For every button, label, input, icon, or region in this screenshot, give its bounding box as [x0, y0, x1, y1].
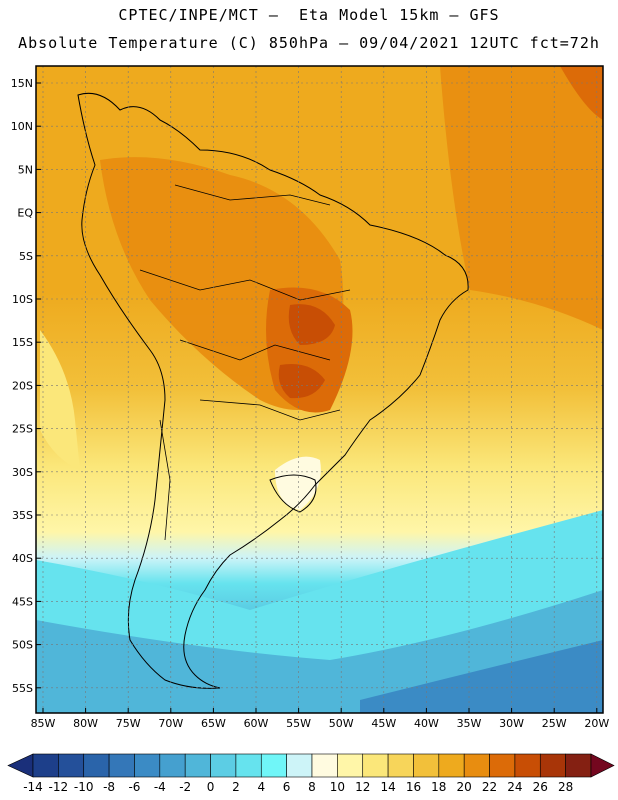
lat-label: 5S: [19, 250, 33, 263]
colorbar-label: 28: [557, 780, 574, 794]
lat-label: 5N: [18, 163, 33, 176]
field-hot-atlantic: [560, 66, 603, 120]
colorbar-label: -8: [103, 780, 116, 794]
colorbar-label: -4: [153, 780, 166, 794]
colorbar-label: 16: [405, 780, 422, 794]
lat-label: 25S: [12, 423, 33, 436]
colorbar-swatch: [260, 753, 287, 778]
colorbar-label: 2: [232, 780, 240, 794]
map-frame: [35, 65, 604, 714]
lat-label: 10S: [12, 293, 33, 306]
colorbar-swatch: [286, 753, 313, 778]
border-line-1: [174, 184, 331, 206]
colorbar-swatch: [362, 753, 389, 778]
colorbar-label: 26: [532, 780, 548, 794]
lat-label: 10N: [11, 120, 33, 133]
lat-label: 35S: [12, 509, 33, 522]
colorbar-label: 10: [329, 780, 345, 794]
colorbar-label: 12: [355, 780, 371, 794]
colorbar-under-arrow: [7, 753, 34, 778]
field-andes-strip: [40, 330, 80, 470]
lat-label: EQ: [17, 207, 33, 220]
lat-label: 40S: [12, 552, 33, 565]
colorbar-swatch: [565, 753, 592, 778]
lon-label: 35W: [457, 717, 482, 730]
colorbar-swatch: [438, 753, 465, 778]
border-line-2: [139, 269, 351, 301]
map-title-line2: Absolute Temperature (C) 850hPa — 09/04/…: [18, 34, 600, 52]
colorbar-label: 4: [257, 780, 266, 794]
lon-label: 70W: [158, 717, 183, 730]
colorbar-swatch: [489, 753, 516, 778]
colorbar-label: 6: [282, 780, 291, 794]
lon-label: 30W: [499, 717, 524, 730]
colorbar-swatch: [539, 753, 566, 778]
lon-label: 65W: [201, 717, 226, 730]
colorbar-swatch: [32, 753, 59, 778]
colorbar-label: 24: [507, 780, 523, 794]
lon-label: 45W: [371, 717, 396, 730]
lat-label: 55S: [12, 682, 33, 695]
lon-label: 25W: [542, 717, 567, 730]
longitude-labels: 85W 80W 75W 70W 65W 60W 55W 50W 45W 40W 35W 30W 25W 2…: [31, 708, 609, 730]
colorbar-swatch: [159, 753, 186, 778]
field-hot-spot-2: [278, 364, 325, 399]
colorbar-label: 18: [431, 780, 447, 794]
colorbar-swatch: [134, 753, 161, 778]
lat-label: 20S: [12, 379, 33, 392]
colorbar-label: -14: [23, 780, 43, 794]
colorbar-over-arrow: [590, 753, 615, 778]
latitude-labels: 15N 10N 5N EQ 5S 10S 15S 20S 25S 30S 35S 40S 45S 50S 5…: [11, 77, 41, 695]
colorbar-label: 22: [481, 780, 498, 794]
lon-label: 40W: [414, 717, 439, 730]
colorbar-label: -10: [73, 780, 94, 794]
colorbar-label: -12: [48, 780, 69, 794]
colorbar-swatch: [83, 753, 110, 778]
colorbar-swatch: [184, 753, 211, 778]
lon-label: 85W: [31, 717, 56, 730]
colorbar-swatch: [413, 753, 440, 778]
colorbar-label: 14: [380, 780, 396, 794]
colorbar-label: 20: [456, 780, 472, 794]
border-line-andes: [159, 419, 171, 541]
colorbar-swatch: [463, 753, 490, 778]
lat-label: 50S: [12, 639, 33, 652]
colorbar-swatch: [58, 753, 85, 778]
border-line-3: [179, 339, 331, 361]
colorbar-swatch: [235, 753, 262, 778]
lat-label: 45S: [12, 595, 33, 608]
colorbar-label: 0: [206, 780, 215, 794]
border-line-4: [199, 399, 341, 421]
colorbar-swatch: [514, 753, 541, 778]
colorbar-swatch: [311, 753, 338, 778]
uruguay-outline: [269, 474, 317, 513]
field-cool-patch: [275, 456, 321, 510]
colorbar-swatch: [108, 753, 135, 778]
lon-label: 75W: [116, 717, 141, 730]
colorbar-label: -6: [128, 780, 141, 794]
field-warm-atlantic: [440, 66, 603, 330]
lon-label: 20W: [584, 717, 609, 730]
lon-label: 55W: [286, 717, 311, 730]
map-title-line1: CPTEC/INPE/MCT — Eta Model 15km — GFS: [118, 6, 500, 24]
lat-label: 15S: [12, 336, 33, 349]
map-field: [36, 66, 603, 713]
colorbar-swatch: [337, 753, 364, 778]
colorbar-swatch: [210, 753, 237, 778]
continent-outline: [77, 92, 469, 689]
colorbar-swatch: [387, 753, 414, 778]
lat-label: 30S: [12, 466, 33, 479]
lon-label: 50W: [329, 717, 354, 730]
colorbar-label: -2: [179, 780, 192, 794]
colorbar-label: 8: [308, 780, 316, 794]
lon-label: 60W: [244, 717, 269, 730]
field-hot-spot-1: [288, 304, 335, 345]
lat-label: 15N: [11, 77, 33, 90]
field-coldest-band: [360, 640, 603, 713]
colorbar: [7, 753, 615, 778]
lon-label: 80W: [73, 717, 98, 730]
